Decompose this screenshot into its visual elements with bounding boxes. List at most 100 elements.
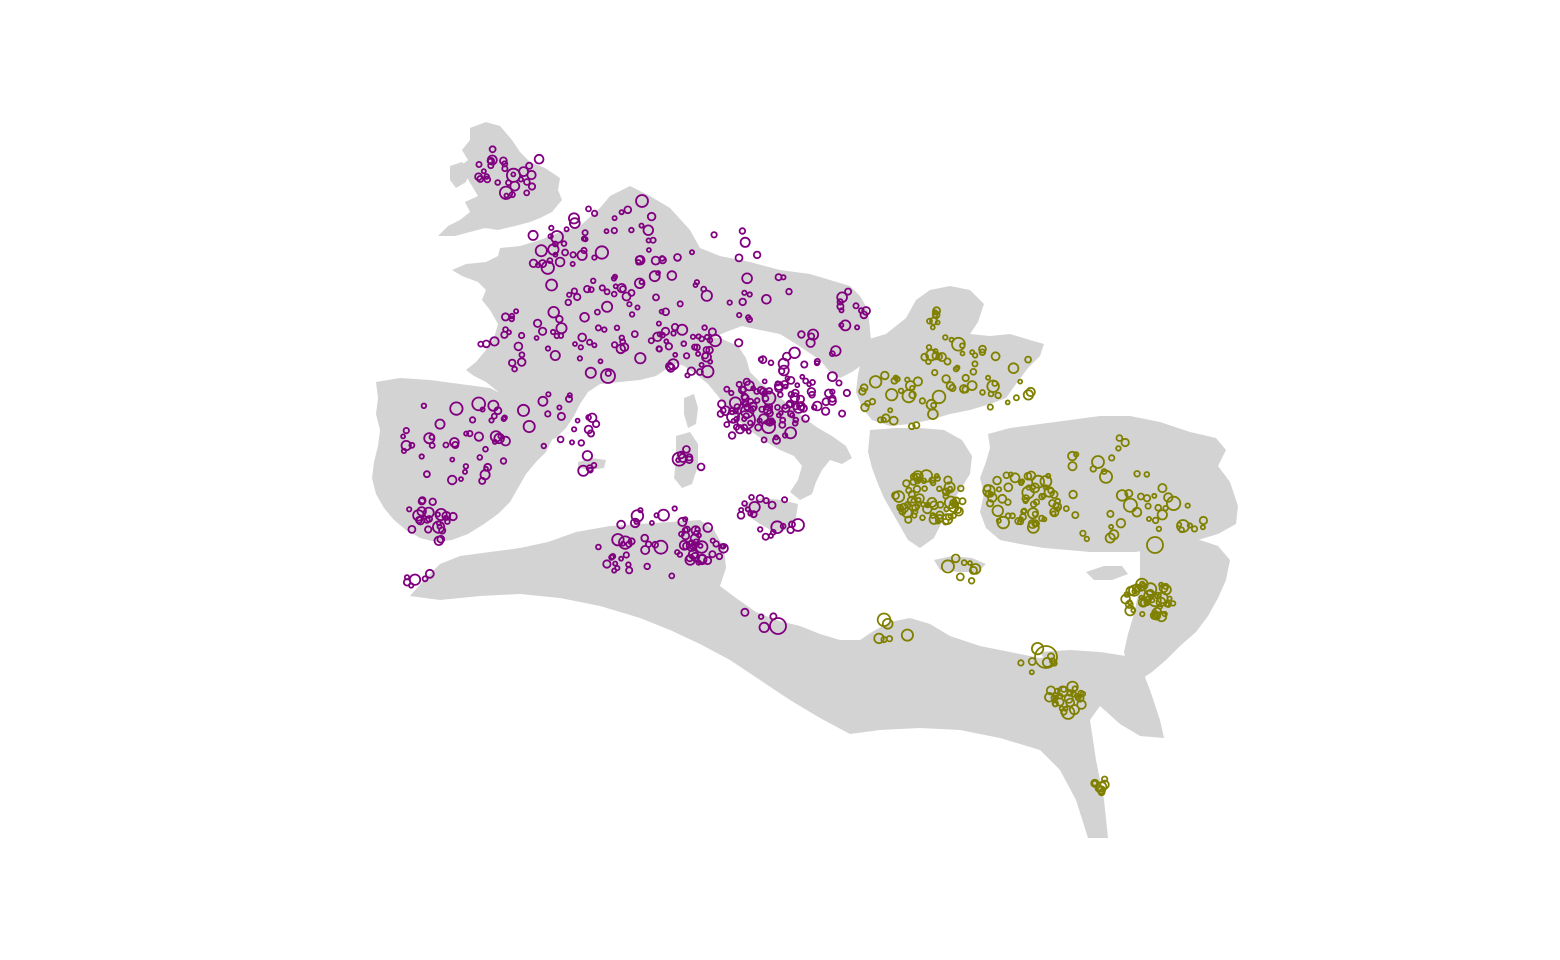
region-cyprus — [1086, 566, 1128, 580]
site-point-west-943 — [550, 230, 564, 244]
site-point-east-764 — [1124, 488, 1134, 498]
site-point-west-94 — [664, 342, 674, 351]
site-point-east-635 — [935, 510, 945, 520]
site-point-east-878 — [881, 617, 894, 630]
site-point-east-831 — [1139, 610, 1146, 618]
site-point-west-374 — [663, 338, 670, 345]
site-point-east-608 — [907, 490, 916, 499]
site-point-west-116 — [672, 351, 679, 358]
site-point-east-692 — [954, 364, 961, 371]
site-point-east-806 — [1124, 604, 1136, 617]
site-point-east-934 — [1034, 645, 1058, 669]
site-point-west-173 — [537, 326, 548, 336]
site-point-west-41 — [568, 212, 581, 225]
site-point-west-555 — [827, 396, 837, 406]
site-point-west-69 — [649, 236, 657, 244]
site-point-west-545 — [402, 578, 412, 587]
site-point-east-739 — [1047, 487, 1055, 495]
site-point-east-738 — [1038, 514, 1046, 522]
site-point-west-96 — [652, 293, 660, 302]
site-point-east-728 — [996, 515, 1011, 530]
site-point-west-305 — [754, 423, 763, 432]
site-point-east-857 — [1063, 693, 1074, 704]
site-point-east-593 — [957, 484, 965, 493]
site-point-west-169 — [603, 288, 611, 296]
site-point-west-939 — [736, 410, 756, 430]
site-point-west-499 — [703, 556, 713, 566]
site-point-west-146 — [655, 320, 662, 327]
site-point-west-476 — [653, 539, 669, 555]
site-point-west-62 — [590, 209, 599, 217]
site-point-east-913 — [929, 324, 936, 331]
site-point-west-942 — [635, 194, 649, 208]
site-point-east-884 — [967, 560, 973, 566]
site-point-west-420 — [757, 356, 765, 363]
site-point-west-463 — [625, 566, 634, 575]
site-point-west-54 — [610, 227, 618, 235]
site-point-west-433 — [838, 307, 845, 314]
site-point-east-603 — [922, 503, 933, 515]
site-point-east-746 — [1031, 474, 1045, 489]
site-point-west-227 — [468, 416, 477, 424]
site-point-east-705 — [991, 504, 1005, 518]
site-point-east-790 — [1146, 516, 1153, 523]
site-point-east-935 — [1091, 455, 1105, 469]
site-point-east-751 — [1030, 484, 1037, 491]
site-point-west-466 — [622, 551, 630, 559]
site-point-east-830 — [1166, 595, 1173, 602]
site-point-west-430 — [861, 306, 871, 316]
site-point-west-274 — [544, 410, 552, 418]
site-point-east-882 — [950, 553, 961, 564]
site-point-west-121 — [693, 279, 701, 286]
site-point-east-657 — [868, 375, 883, 389]
site-point-west-71 — [623, 205, 633, 215]
site-point-east-772 — [1115, 489, 1129, 502]
site-point-west-338 — [730, 417, 737, 424]
site-point-west-135 — [586, 338, 594, 346]
site-point-west-271 — [545, 391, 552, 398]
site-point-west-389 — [656, 345, 663, 353]
site-point-west-229 — [447, 474, 458, 486]
site-point-east-931 — [1017, 659, 1025, 667]
site-point-west-541 — [421, 575, 429, 583]
site-point-west-58 — [546, 257, 554, 265]
site-point-west-363 — [740, 404, 755, 419]
site-point-west-165 — [570, 287, 579, 295]
site-point-west-25 — [527, 182, 537, 191]
site-point-west-336 — [747, 397, 755, 405]
site-point-east-874 — [1091, 779, 1098, 787]
site-point-west-167 — [626, 301, 633, 308]
site-point-east-667 — [880, 416, 887, 423]
site-point-east-926 — [1031, 641, 1045, 656]
site-point-west-342 — [745, 428, 752, 435]
site-point-west-343 — [741, 393, 750, 403]
site-point-east-755 — [1067, 461, 1078, 472]
site-point-west-170 — [532, 318, 543, 328]
site-point-west-191 — [462, 463, 470, 470]
site-point-west-275 — [540, 442, 547, 450]
site-point-west-61 — [560, 240, 568, 247]
site-point-west-253 — [434, 511, 441, 518]
site-point-west-353 — [790, 388, 800, 398]
site-point-west-383 — [689, 333, 697, 340]
site-point-east-629 — [912, 484, 922, 494]
site-point-east-881 — [885, 635, 894, 643]
site-point-west-523 — [779, 522, 787, 530]
site-point-east-663 — [930, 401, 937, 409]
site-point-east-632 — [951, 500, 959, 509]
site-point-west-143 — [547, 306, 560, 319]
site-point-east-676 — [925, 344, 933, 351]
site-point-west-395 — [696, 368, 704, 376]
site-point-west-355 — [761, 378, 768, 385]
site-point-east-756 — [1106, 509, 1115, 518]
site-point-east-661 — [858, 387, 867, 396]
site-point-west-197 — [476, 454, 484, 461]
site-point-west-428 — [844, 287, 853, 296]
site-point-east-658 — [897, 387, 905, 394]
site-point-east-736 — [1054, 497, 1061, 505]
site-point-west-232 — [500, 415, 507, 422]
site-point-west-78 — [569, 251, 577, 259]
site-point-west-562 — [838, 409, 847, 418]
site-point-east-750 — [1026, 470, 1037, 481]
site-point-east-909 — [1024, 355, 1032, 364]
